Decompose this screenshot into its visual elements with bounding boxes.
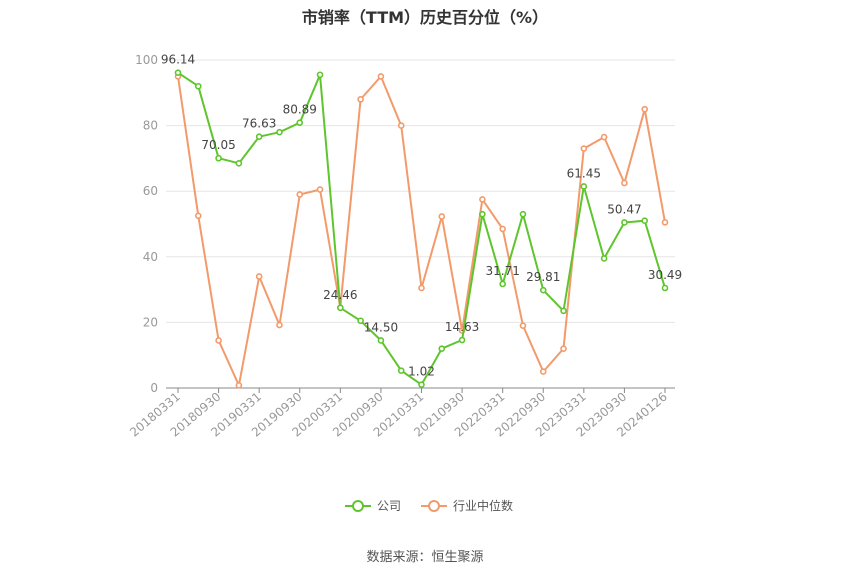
point-company [621, 219, 628, 226]
point-company [661, 284, 669, 292]
legend-item-industry-median[interactable]: 行业中位数 [421, 497, 513, 514]
point-industry-median [194, 212, 202, 220]
point-industry-median [276, 321, 283, 329]
point-company [499, 280, 506, 288]
source-note: 数据来源：恒生聚源 [366, 550, 484, 565]
data-label: 61.45 [567, 166, 601, 180]
data-label: 14.50 [364, 320, 398, 334]
data-label: 31.71 [485, 264, 519, 278]
point-company [377, 337, 385, 344]
legend-label-company: 公司 [377, 499, 402, 513]
point-industry-median [560, 345, 567, 352]
point-company [438, 345, 446, 352]
point-industry-median [255, 273, 263, 280]
point-industry-median [438, 213, 446, 220]
point-industry-median [539, 368, 547, 375]
point-industry-median [397, 122, 405, 129]
y-tick-label: 20 [143, 315, 158, 329]
point-industry-median [499, 225, 506, 233]
legend-company-marker-icon [345, 499, 371, 512]
point-industry-median [519, 322, 527, 329]
point-company [215, 154, 222, 162]
data-label: 76.63 [242, 117, 276, 131]
point-company [418, 381, 425, 388]
point-industry-median [580, 145, 588, 152]
point-company [580, 183, 588, 190]
y-tick-label: 40 [143, 250, 158, 264]
data-label: 14.63 [445, 320, 479, 334]
point-company [276, 128, 283, 136]
legend-label-industry-median: 行业中位数 [453, 499, 514, 513]
point-company [316, 71, 324, 79]
point-industry-median [377, 73, 385, 80]
point-industry-median [316, 186, 324, 193]
point-company [235, 160, 243, 167]
data-label: 80.89 [283, 103, 317, 117]
point-company [174, 69, 182, 76]
point-company [479, 210, 486, 218]
data-label: 1.02 [408, 365, 435, 379]
data-label: 50.47 [607, 202, 641, 216]
point-company [337, 304, 344, 312]
point-company [560, 307, 567, 315]
point-company [296, 119, 304, 126]
y-tick-label: 60 [143, 184, 158, 198]
point-industry-median [661, 219, 669, 226]
point-company [600, 255, 608, 262]
data-label: 96.14 [161, 53, 195, 67]
point-industry-median [418, 284, 425, 292]
point-company [357, 317, 364, 325]
point-industry-median [215, 337, 222, 344]
point-industry-median [296, 191, 304, 198]
series-layer [174, 69, 669, 389]
data-label: 29.81 [526, 270, 560, 284]
y-tick-label: 80 [143, 119, 158, 133]
chart-title: 市销率（TTM）历史百分位（%） [301, 8, 549, 27]
point-industry-median [600, 133, 608, 141]
point-company [519, 210, 527, 218]
point-company [641, 217, 649, 225]
point-company [255, 133, 263, 140]
y-tick-label: 0 [150, 381, 158, 395]
data-label-layer: 96.14 70.05 76.63 80.89 24.46 14.50 1.02 14.63 3… [161, 53, 682, 379]
point-company [458, 336, 466, 344]
axis-layer: 0204060801002018033120180930201903312019… [127, 53, 675, 440]
legend-item-company[interactable]: 公司 [345, 497, 401, 514]
data-label: 70.05 [201, 138, 235, 152]
legend-industry-marker-icon [421, 499, 448, 512]
legend: 公司 行业中位数 [345, 497, 533, 514]
point-industry-median [621, 179, 628, 187]
point-industry-median [479, 196, 486, 203]
point-company [539, 286, 547, 294]
point-company [194, 82, 202, 90]
grid-layer [166, 59, 675, 323]
point-industry-median [641, 105, 649, 113]
data-label: 30.49 [648, 268, 682, 282]
point-industry-median [235, 382, 243, 389]
point-industry-median [357, 96, 364, 103]
point-company [397, 367, 405, 374]
data-label: 24.46 [323, 288, 357, 302]
y-tick-label: 100 [135, 53, 158, 67]
